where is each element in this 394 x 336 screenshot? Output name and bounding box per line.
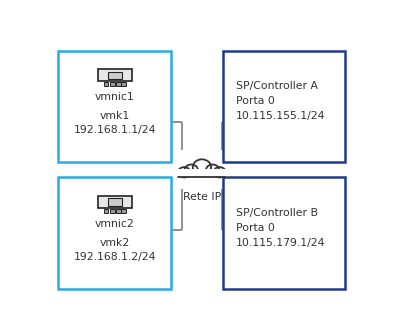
Text: SP/Controller B
Porta 0
10.115.179.1/24: SP/Controller B Porta 0 10.115.179.1/24 [236,208,325,248]
FancyBboxPatch shape [177,169,227,177]
Text: SP/Controller A
Porta 0
10.115.155.1/24: SP/Controller A Porta 0 10.115.155.1/24 [236,81,325,121]
Ellipse shape [214,167,226,177]
FancyBboxPatch shape [223,51,346,162]
FancyBboxPatch shape [223,177,346,289]
Text: vmnic1: vmnic1 [95,92,135,102]
Ellipse shape [206,165,219,176]
FancyBboxPatch shape [110,82,115,86]
FancyBboxPatch shape [108,198,122,206]
FancyBboxPatch shape [117,82,121,86]
FancyBboxPatch shape [104,82,108,86]
Ellipse shape [184,165,198,176]
FancyBboxPatch shape [104,209,108,213]
Text: vmk1
192.168.1.1/24: vmk1 192.168.1.1/24 [74,111,156,135]
FancyBboxPatch shape [117,209,121,213]
FancyBboxPatch shape [121,82,126,86]
FancyBboxPatch shape [98,69,132,81]
Text: vmk2
192.168.1.2/24: vmk2 192.168.1.2/24 [74,238,156,262]
Ellipse shape [193,159,211,175]
FancyBboxPatch shape [121,209,126,213]
FancyBboxPatch shape [110,209,115,213]
FancyBboxPatch shape [108,72,122,79]
FancyBboxPatch shape [58,177,171,289]
Ellipse shape [178,167,190,177]
FancyBboxPatch shape [58,51,171,162]
Text: vmnic2: vmnic2 [95,219,135,229]
Text: Rete IP: Rete IP [183,192,221,202]
FancyBboxPatch shape [98,196,132,208]
